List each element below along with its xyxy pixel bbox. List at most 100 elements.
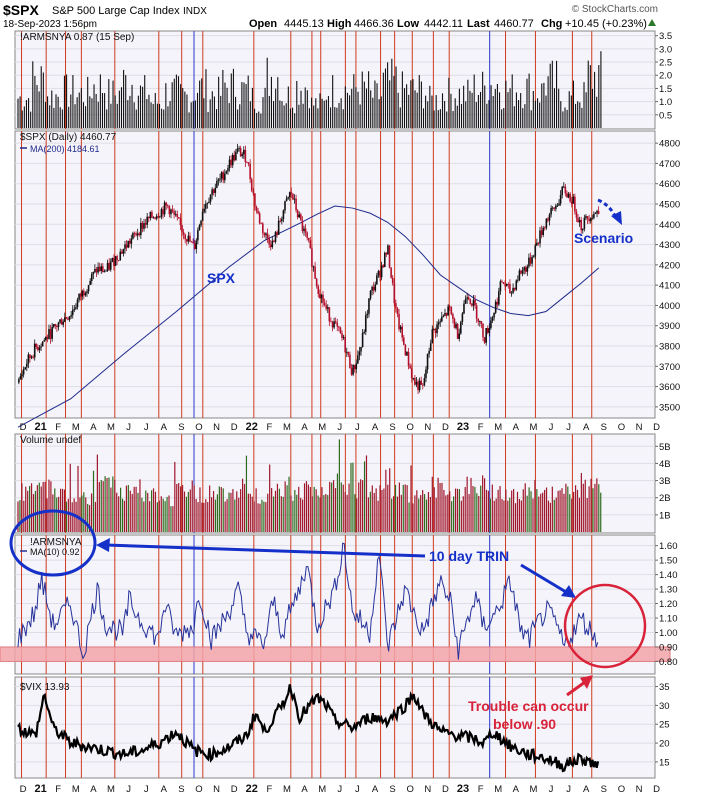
x-tick-label: J [566,422,571,433]
x-tick-label: 23 [457,421,469,433]
arms-top-yaxis: 0.5 1.0 1.5 2.0 2.5 3.0 3.5 [655,31,672,121]
open-value: 4445.13 [284,18,324,30]
spx-candle-body [399,326,402,330]
spx-candle-body [452,314,454,319]
spx-candle-body [224,173,226,181]
spx-candle-body [116,256,118,260]
spx-candle-body [581,228,584,231]
spx-title: $SPX (Daily) 4460.77 [20,132,117,143]
spx-candle-body [284,201,286,211]
spx-candle-body [203,208,206,212]
trin-annotation: 10 day TRIN [429,548,509,564]
spx-candle-body [461,313,464,322]
x-tick-label: A [301,422,308,433]
spx-candle-body [303,228,305,231]
trin-legend-circle [9,509,97,577]
spx-candle-body [309,240,312,249]
spx-candle-body [306,232,308,238]
spx-candle-body [187,235,190,242]
x-tick-label: N [636,784,643,795]
spx-candle-body [410,368,413,378]
spx-candle-body [539,230,541,244]
spx-candle-body [585,216,587,218]
spx-candle-body [562,186,565,188]
spx-candle-body [197,230,199,241]
vix-line-group [17,684,600,773]
spx-candle-body [171,209,174,212]
x-tick-label: O [618,422,625,433]
spx-candle-body [287,197,289,199]
arms-tick-label: 1.5 [659,84,672,95]
trin-danger-band [0,646,671,662]
spx-candle-body [453,318,456,328]
ma-legend-label: MA(200) 4184.61 [30,144,100,154]
spx-candle-body [163,202,166,215]
spx-candle-body [466,297,468,300]
spx-candle-body [311,248,313,267]
spx-candle-body [312,266,315,268]
spx-candle-body [537,242,540,244]
x-tick-label: N [424,422,431,433]
spx-candle-body [30,356,33,358]
spx-candle-body [524,267,527,272]
x-tick-label: J [549,422,554,433]
spx-candle-body [86,291,88,294]
trin-tick-label: 1.50 [659,556,678,567]
spx-candle-body [493,312,495,318]
spx-ma-group [17,205,600,428]
spx-candle-body [556,205,559,207]
open-label: Open [249,18,277,30]
spx-candle-body [216,180,218,188]
spx-candle-body [181,225,183,233]
spx-candle-body [368,298,370,314]
spx-candle-body [333,321,335,328]
spx-candle-body [174,214,177,215]
spx-candle-body [84,293,87,296]
spx-candle-body [588,218,590,222]
spx-candle-body [385,252,388,255]
x-tick-label: A [372,784,379,795]
volume-tick-label: 3B [659,476,671,487]
spx-candle-body [46,336,49,339]
exchange-label: INDX [183,6,207,17]
spx-candle-body [56,325,58,328]
last-value: 4460.77 [494,18,534,30]
x-tick-label: J [566,784,571,795]
spx-candle-body [143,223,145,229]
spx-candle-body [252,190,255,194]
spx-candle-body [567,193,570,198]
low-label: Low [397,18,419,30]
trin-tick-label: 1.40 [659,570,678,581]
spx-candle-body [382,265,384,268]
x-tick-label: A [513,422,520,433]
spx-candle-body [307,237,310,241]
x-tick-label: 22 [246,421,258,433]
x-tick-label: O [618,784,625,795]
spx-candle-body [100,266,103,271]
spx-candle-body [165,202,167,206]
x-tick-label: F [55,784,61,795]
spx-candle-body [423,378,426,386]
vix-tick-label: 15 [659,757,670,768]
spx-candle-body [292,193,294,200]
spx-candle-body [190,241,193,243]
spx-candle-body [510,292,513,294]
spx-candle-body [566,193,568,198]
arms-tick-label: 2.5 [659,58,672,69]
spx-candle-body [342,337,345,339]
trouble-annotation-line2: below .90 [493,716,556,732]
spx-candle-body [555,205,557,209]
arms-tick-label: 2.0 [659,71,672,82]
spx-candle-body [528,257,530,267]
spx-candle-body [521,270,524,274]
trin-tick-label: 1.20 [659,599,678,610]
spx-candle-body [19,376,22,380]
spx-candle-body [425,369,427,379]
spx-candle-body [444,312,446,316]
spx-candle-body [27,354,30,364]
spx-candle-body [482,323,484,338]
spx-candle-body [228,159,231,169]
spx-candle-body [314,266,316,279]
spx-candle-body [401,326,404,338]
